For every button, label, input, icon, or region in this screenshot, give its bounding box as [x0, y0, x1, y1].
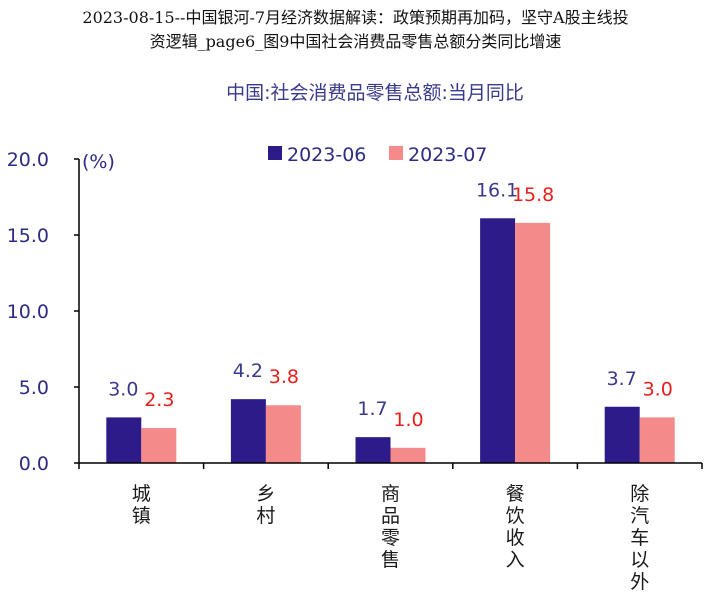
y-tick-label: 5.0 [19, 377, 49, 399]
data-label-series-1: 3.7 [607, 368, 637, 390]
bar-series-2 [390, 447, 426, 463]
data-labels: 3.0 2.3 4.2 3.8 1.7 1.0 16.115.8 3.7 3.0 [108, 179, 673, 431]
bar-series-2 [265, 405, 301, 463]
bar-series-1 [480, 218, 516, 463]
bar-series-1 [230, 399, 266, 463]
legend-swatch-series-2 [389, 146, 403, 160]
category-label-char: 商 [381, 483, 400, 505]
data-label-series-1: 3.0 [108, 378, 138, 400]
category-label-char: 镇 [132, 505, 151, 527]
y-tick-label: 10.0 [7, 301, 49, 323]
document-title-line-2: 资逻辑_page6_图9中国社会消费品零售总额分类同比增速 [149, 32, 562, 51]
chart-title: 中国:社会消费品零售总额:当月同比 [226, 82, 524, 104]
bar-series-1 [604, 406, 640, 463]
bar-series-1 [355, 437, 391, 463]
category-label-char: 除 [630, 483, 649, 505]
y-tick-label: 0.0 [19, 453, 49, 475]
bar-series-2 [515, 222, 551, 463]
data-label-series-2: 3.0 [643, 378, 673, 400]
bar-series-2 [141, 428, 177, 463]
category-label-char: 售 [381, 549, 400, 571]
y-axis-unit-label: (%) [82, 151, 115, 173]
category-label-char: 餐 [506, 483, 525, 505]
data-label-series-1: 1.7 [357, 398, 387, 420]
y-tick-label: 20.0 [7, 149, 49, 171]
data-label-series-1: 16.1 [476, 179, 518, 201]
data-label-series-2: 2.3 [144, 389, 174, 411]
category-label-char: 收 [506, 527, 525, 549]
category-label-char: 零 [381, 527, 400, 549]
y-tick-label: 15.0 [7, 225, 49, 247]
data-label-series-2: 1.0 [393, 409, 423, 431]
bar-series-2 [639, 417, 675, 463]
category-label-char: 村 [256, 505, 275, 527]
category-label-char: 乡 [256, 483, 275, 505]
data-label-series-2: 15.8 [512, 184, 554, 206]
category-label-char: 饮 [506, 505, 525, 527]
category-label-char: 以 [630, 549, 649, 571]
document-title: 2023-08-15--中国银河-7月经济数据解读：政策预期再加码，坚守A股主线… [0, 6, 711, 54]
bar-series-1 [106, 417, 142, 463]
bars [106, 218, 675, 463]
data-label-series-1: 4.2 [233, 360, 263, 382]
legend-swatch-series-1 [268, 146, 282, 160]
axes [78, 159, 703, 469]
category-label-char: 入 [506, 549, 525, 571]
category-label-char: 车 [630, 527, 649, 549]
data-label-series-2: 3.8 [269, 366, 299, 388]
y-axis-ticks: 0.0 5.0 10.0 15.0 20.0 [7, 149, 79, 475]
legend-label-series-2: 2023-07 [408, 144, 487, 166]
category-label-char: 汽 [630, 505, 649, 527]
legend-label-series-1: 2023-06 [287, 144, 366, 166]
legend: 2023-06 2023-07 [268, 144, 487, 166]
document-title-line-1: 2023-08-15--中国银河-7月经济数据解读：政策预期再加码，坚守A股主线… [82, 8, 629, 27]
category-label-char: 外 [630, 571, 649, 593]
category-label-char: 品 [381, 505, 400, 527]
category-label-char: 城 [132, 483, 151, 505]
